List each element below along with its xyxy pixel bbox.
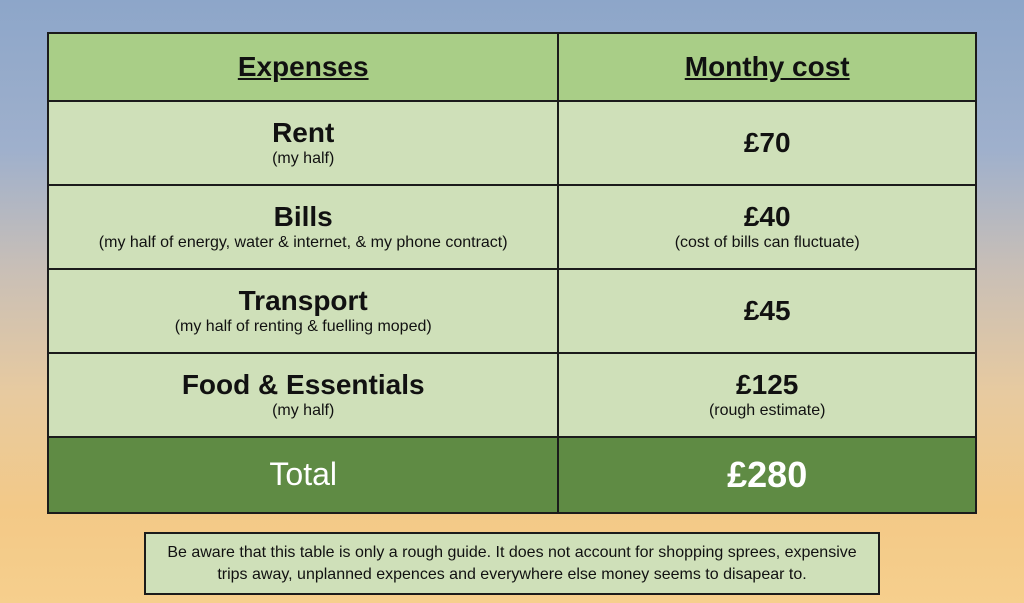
total-value: £280 <box>569 454 965 496</box>
table-row: Transport (my half of renting & fuelling… <box>48 269 976 353</box>
table-row: Food & Essentials (my half) £125 (rough … <box>48 353 976 437</box>
expense-cost-sub: (rough estimate) <box>569 402 965 420</box>
expense-cost: £40 <box>569 202 965 233</box>
expense-name-cell: Food & Essentials (my half) <box>48 353 558 437</box>
expense-sub: (my half of renting & fuelling moped) <box>59 318 547 336</box>
expense-cost-cell: £70 <box>558 101 976 185</box>
expense-name: Rent <box>59 118 547 149</box>
expense-sub: (my half) <box>59 150 547 168</box>
expense-cost: £45 <box>569 296 965 327</box>
table-total-row: Total £280 <box>48 437 976 513</box>
table-row: Bills (my half of energy, water & intern… <box>48 185 976 269</box>
total-label-cell: Total <box>48 437 558 513</box>
page-background: Expenses Monthy cost Rent (my half) £70 … <box>0 0 1024 603</box>
table-header-row: Expenses Monthy cost <box>48 33 976 101</box>
total-label: Total <box>59 457 547 492</box>
header-cost: Monthy cost <box>558 33 976 101</box>
total-value-cell: £280 <box>558 437 976 513</box>
expense-name-cell: Bills (my half of energy, water & intern… <box>48 185 558 269</box>
expense-cost: £70 <box>569 128 965 159</box>
expense-name-cell: Rent (my half) <box>48 101 558 185</box>
expense-cost: £125 <box>569 370 965 401</box>
expense-name: Food & Essentials <box>59 370 547 401</box>
expenses-table: Expenses Monthy cost Rent (my half) £70 … <box>47 32 977 514</box>
expense-cost-cell: £125 (rough estimate) <box>558 353 976 437</box>
header-expenses: Expenses <box>48 33 558 101</box>
table-row: Rent (my half) £70 <box>48 101 976 185</box>
expense-sub: (my half of energy, water & internet, & … <box>59 234 547 252</box>
expense-cost-cell: £45 <box>558 269 976 353</box>
expense-cost-cell: £40 (cost of bills can fluctuate) <box>558 185 976 269</box>
expense-name: Transport <box>59 286 547 317</box>
expense-sub: (my half) <box>59 402 547 420</box>
expense-name: Bills <box>59 202 547 233</box>
expense-name-cell: Transport (my half of renting & fuelling… <box>48 269 558 353</box>
footnote: Be aware that this table is only a rough… <box>144 532 880 595</box>
expense-cost-sub: (cost of bills can fluctuate) <box>569 234 965 252</box>
